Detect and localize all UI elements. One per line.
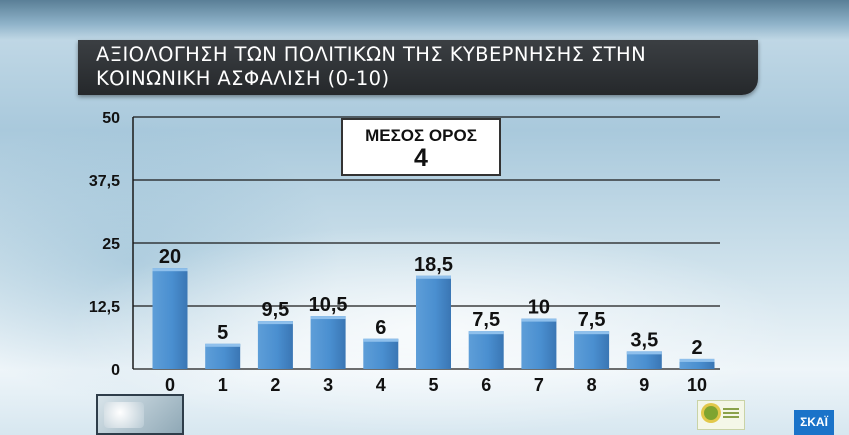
x-tick-label: 6 (481, 375, 491, 395)
bar-highlight (574, 331, 610, 335)
bar-highlight (363, 338, 399, 342)
chart-title: ΑΞΙΟΛΟΓΗΣΗ ΤΩΝ ΠΟΛΙΤΙΚΩΝ ΤΗΣ ΚΥΒΕΡΝΗΣΗΣ … (96, 43, 647, 90)
bar-highlight (521, 318, 557, 322)
bar-highlight (416, 275, 451, 279)
thumbnail-image (104, 402, 144, 428)
x-tick-label: 10 (687, 375, 707, 395)
data-label: 20 (159, 246, 181, 268)
video-thumbnail (96, 394, 184, 435)
bar (468, 331, 504, 369)
bar (679, 358, 715, 369)
bar (521, 318, 557, 369)
bar-highlight (310, 316, 346, 320)
average-label: ΜΕΣΟΣ ΟΡΟΣ (365, 126, 477, 145)
data-label: 2 (691, 337, 702, 359)
x-tick-label: 9 (639, 375, 649, 395)
bar (626, 351, 662, 369)
x-tick-label: 4 (376, 375, 386, 395)
bar-highlight (257, 321, 293, 325)
bar-highlight (468, 331, 504, 335)
x-tick-label: 3 (323, 375, 333, 395)
bar-highlight (626, 351, 662, 355)
y-tick-label: 37,5 (89, 173, 120, 190)
x-tick-label: 8 (587, 375, 597, 395)
data-label: 10 (528, 297, 550, 319)
y-tick-label: 0 (111, 362, 120, 379)
sun-icon (704, 406, 718, 420)
average-box: ΜΕΣΟΣ ΟΡΟΣ 4 (341, 118, 501, 176)
bar-highlight (152, 268, 188, 272)
data-label: 7,5 (472, 309, 500, 331)
data-label: 10,5 (309, 294, 348, 316)
logo-lines (723, 408, 739, 420)
bar-highlight (679, 358, 715, 362)
x-tick-label: 7 (534, 375, 544, 395)
sponsor-logo (697, 400, 745, 430)
bar (257, 321, 293, 369)
data-label: 6 (375, 317, 386, 339)
channel-logo: ΣΚΑΪ (794, 410, 834, 435)
y-tick-label: 12,5 (89, 299, 120, 316)
x-tick-label: 5 (428, 375, 438, 395)
bar (363, 338, 399, 369)
x-tick-label: 0 (165, 375, 175, 395)
bar (152, 268, 188, 369)
y-tick-label: 50 (102, 110, 120, 127)
average-value: 4 (414, 144, 428, 172)
data-label: 3,5 (630, 329, 658, 351)
bar (205, 343, 241, 369)
y-tick-label: 25 (102, 236, 120, 253)
top-band (0, 0, 849, 40)
data-label: 9,5 (261, 299, 289, 321)
title-box: ΑΞΙΟΛΟΓΗΣΗ ΤΩΝ ΠΟΛΙΤΙΚΩΝ ΤΗΣ ΚΥΒΕΡΝΗΣΗΣ … (78, 40, 758, 95)
data-label: 7,5 (578, 309, 606, 331)
bar (574, 331, 610, 369)
data-label: 5 (217, 322, 228, 344)
data-label: 18,5 (414, 254, 453, 276)
x-tick-label: 2 (270, 375, 280, 395)
x-tick-label: 1 (218, 375, 228, 395)
bar-highlight (205, 343, 241, 347)
bar (310, 316, 346, 369)
bar (416, 275, 451, 369)
